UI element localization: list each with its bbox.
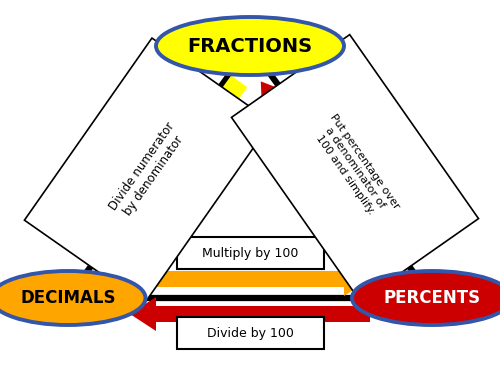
FancyArrow shape bbox=[261, 81, 408, 280]
FancyBboxPatch shape bbox=[176, 237, 324, 269]
Text: DECIMALS: DECIMALS bbox=[20, 289, 116, 307]
Text: FRACTIONS: FRACTIONS bbox=[188, 37, 312, 56]
Text: Divide by 100: Divide by 100 bbox=[206, 327, 294, 340]
Text: Divide numerator
by denominator: Divide numerator by denominator bbox=[106, 120, 190, 222]
Text: Put percentage over
a denominator of
100 and simplify.: Put percentage over a denominator of 100… bbox=[309, 112, 401, 224]
FancyArrow shape bbox=[130, 262, 370, 296]
Ellipse shape bbox=[352, 271, 500, 325]
Text: PERCENTS: PERCENTS bbox=[384, 289, 480, 307]
Ellipse shape bbox=[156, 17, 344, 75]
FancyBboxPatch shape bbox=[176, 317, 324, 349]
FancyArrow shape bbox=[100, 76, 248, 274]
Ellipse shape bbox=[0, 271, 146, 325]
Text: Multiply by 100: Multiply by 100 bbox=[202, 247, 298, 259]
FancyArrow shape bbox=[130, 297, 370, 331]
